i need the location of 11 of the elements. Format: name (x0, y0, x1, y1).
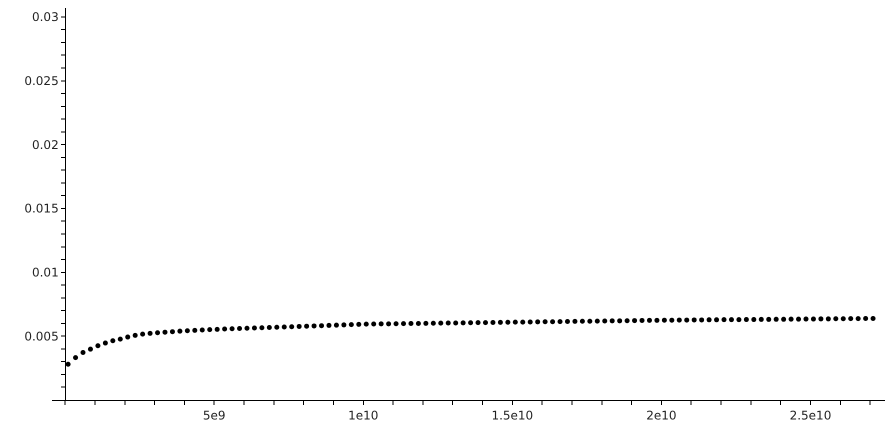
y-tick-label: 0.01 (32, 266, 59, 280)
y-tick-label: 0.02 (32, 138, 59, 152)
x-tick-label: 2e10 (646, 408, 677, 422)
x-tick-label: 1e10 (348, 408, 378, 422)
y-tick-label: 0.015 (24, 202, 59, 216)
x-tick-label: 2.5e10 (790, 408, 832, 422)
x-tick-label: 5e9 (202, 408, 226, 422)
x-tick-label: 1.5e10 (491, 408, 534, 422)
y-tick-label: 0.005 (24, 329, 59, 344)
y-tick-label: 0.025 (24, 74, 59, 88)
y-tick-label: 0.03 (32, 10, 59, 24)
